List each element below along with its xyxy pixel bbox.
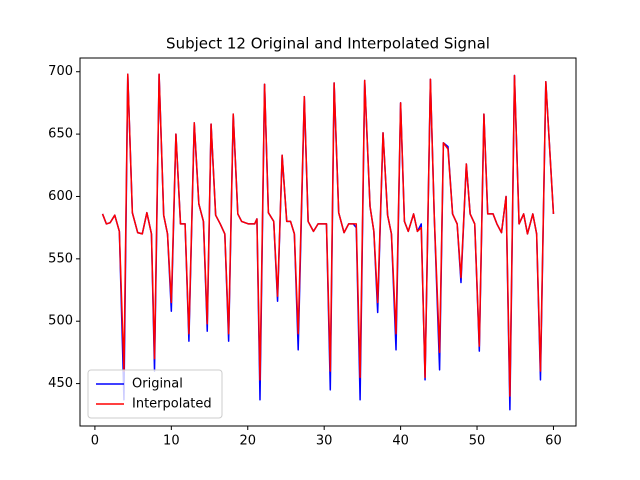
x-tick-label: 10 — [163, 434, 180, 449]
x-tick-label: 60 — [545, 434, 562, 449]
x-tick-label: 30 — [316, 434, 333, 449]
legend-box — [87, 369, 223, 419]
y-tick-label: 700 — [48, 64, 73, 79]
legend-label: Original — [132, 377, 183, 392]
chart-title: Subject 12 Original and Interpolated Sig… — [166, 35, 490, 53]
y-tick-label: 450 — [48, 376, 73, 391]
series-line — [101, 73, 555, 397]
y-tick-label: 600 — [48, 189, 73, 204]
x-tick-label: 0 — [91, 434, 99, 449]
y-tick-label: 550 — [48, 251, 73, 266]
legend-label: Interpolated — [132, 397, 212, 412]
plot-frame — [79, 57, 577, 427]
y-tick-label: 500 — [48, 314, 73, 329]
x-tick-label: 50 — [469, 434, 486, 449]
y-tick-label: 650 — [48, 127, 73, 142]
x-tick-label: 20 — [239, 434, 256, 449]
x-tick-label: 40 — [392, 434, 409, 449]
